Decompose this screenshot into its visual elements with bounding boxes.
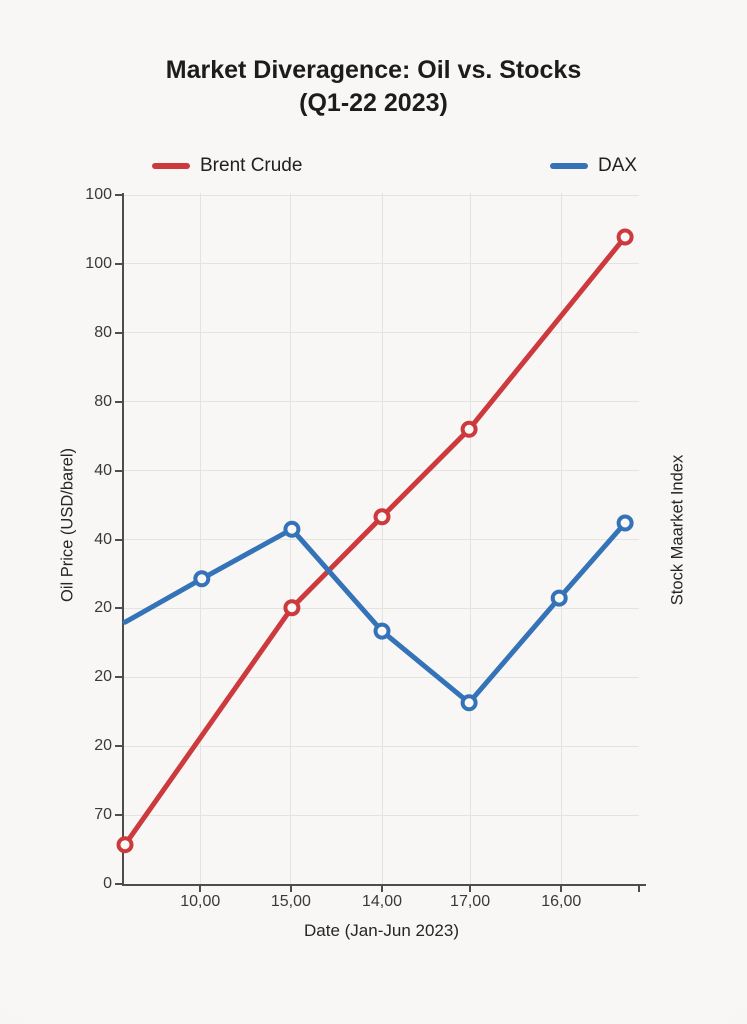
x-axis-tick — [560, 886, 563, 892]
data-point-marker — [193, 570, 211, 588]
y-tick-label: 20 — [94, 668, 112, 686]
x-axis-tick — [469, 886, 472, 892]
y-tick-label: 80 — [94, 392, 112, 410]
data-point-marker — [373, 622, 391, 640]
data-point-marker — [283, 520, 301, 538]
gridline-vertical — [469, 193, 471, 884]
y-axis-tick — [115, 194, 122, 196]
data-point-marker — [460, 420, 478, 438]
x-tick-label: 15,00 — [270, 893, 311, 910]
y-tick-label: 80 — [94, 323, 112, 341]
y-axis-tick — [115, 607, 122, 610]
y-axis-title-right: Stock Maarket Index — [668, 454, 687, 606]
chart-title-line1: Market Diveragence: Oil vs. Stocks — [165, 56, 582, 84]
gridline-vertical — [290, 193, 292, 884]
y-tick-label: 40 — [94, 461, 112, 479]
y-tick-label: 40 — [94, 530, 112, 548]
y-axis-line — [122, 193, 124, 886]
y-axis-tick — [115, 676, 122, 679]
y-tick-label: 100 — [85, 254, 112, 272]
data-point-marker — [550, 589, 568, 607]
legend-item-dax: DAX — [550, 155, 637, 177]
series-line-dax — [122, 520, 628, 706]
series-plot — [116, 228, 634, 854]
x-axis-title: Date (Jan-Jun 2023) — [304, 921, 459, 940]
gridline-vertical — [199, 193, 201, 884]
y-axis-tick — [115, 262, 122, 265]
data-point-marker — [283, 599, 301, 617]
x-axis-tick — [289, 886, 292, 892]
x-tick-label: 14,00 — [361, 893, 403, 910]
gridline-vertical — [560, 193, 562, 884]
legend-item-brent-crude: Brent Crude — [152, 155, 302, 177]
data-point-marker — [373, 508, 391, 526]
data-point-marker — [616, 514, 634, 532]
y-axis-title-left: Oil Price (USD/barel) — [58, 447, 77, 603]
legend-swatch — [152, 163, 190, 169]
y-tick-label: 0 — [103, 875, 112, 892]
gridline-vertical — [381, 193, 383, 884]
x-axis-end-tick — [638, 886, 640, 892]
chart-title-line2: (Q1-22 2023) — [299, 89, 448, 117]
y-tick-label: 20 — [94, 737, 112, 755]
x-axis-tick — [381, 886, 383, 892]
y-axis-tick — [115, 538, 122, 541]
data-point-marker — [616, 228, 634, 246]
y-axis-tick — [115, 814, 122, 817]
y-axis-tick — [115, 469, 122, 472]
y-axis-tick — [115, 883, 122, 885]
series-line-brent-crude — [122, 234, 628, 848]
data-point-marker — [460, 694, 478, 712]
data-point-marker — [116, 836, 134, 854]
legend-swatch — [550, 163, 588, 169]
y-axis-tick — [115, 400, 122, 403]
plot-area: 0 70 20 20 20 40 40 80 80 100 100 10,00 15,00 14,00 17… — [85, 186, 646, 910]
y-axis-tick — [115, 331, 122, 334]
x-tick-label: 10,00 — [180, 893, 221, 910]
y-axis-tick — [115, 745, 122, 748]
y-tick-label: 20 — [94, 599, 112, 617]
y-tick-label: 70 — [94, 806, 112, 824]
x-tick-label: 17,00 — [450, 893, 491, 910]
legend-label: Brent Crude — [200, 155, 303, 176]
y-tick-label: 100 — [85, 186, 112, 203]
x-axis-tick — [199, 886, 202, 892]
x-tick-label: 16,00 — [541, 893, 582, 910]
chart-title: Market Diveragence: Oil vs. Stocks (Q1-2… — [0, 54, 747, 120]
x-axis-line — [122, 884, 646, 886]
legend-label: DAX — [598, 155, 638, 176]
